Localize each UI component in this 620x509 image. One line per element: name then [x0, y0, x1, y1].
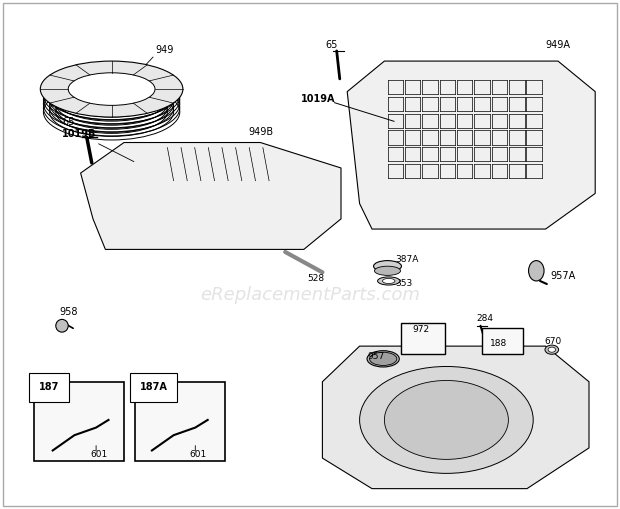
Ellipse shape — [68, 73, 155, 105]
Ellipse shape — [384, 381, 508, 460]
FancyBboxPatch shape — [135, 382, 225, 461]
Text: 65: 65 — [62, 117, 74, 127]
Text: 949B: 949B — [248, 127, 273, 137]
Text: 601: 601 — [90, 449, 107, 459]
Ellipse shape — [56, 320, 68, 332]
Ellipse shape — [40, 61, 183, 117]
Text: 528: 528 — [307, 274, 324, 283]
Text: 188: 188 — [490, 339, 507, 348]
Ellipse shape — [383, 278, 395, 284]
Text: 958: 958 — [59, 306, 78, 317]
Ellipse shape — [528, 261, 544, 281]
Polygon shape — [81, 143, 341, 249]
Ellipse shape — [373, 261, 402, 272]
Ellipse shape — [360, 366, 533, 473]
FancyBboxPatch shape — [482, 328, 523, 354]
Text: 187: 187 — [38, 382, 59, 392]
Text: eReplacementParts.com: eReplacementParts.com — [200, 286, 420, 304]
Ellipse shape — [378, 277, 400, 285]
Text: 957A: 957A — [551, 271, 576, 281]
Text: 65: 65 — [326, 40, 338, 50]
Ellipse shape — [548, 347, 556, 352]
Polygon shape — [322, 346, 589, 489]
Ellipse shape — [374, 266, 401, 275]
Text: 284: 284 — [476, 314, 493, 323]
Text: 949A: 949A — [546, 40, 570, 50]
Text: 1019A: 1019A — [301, 94, 335, 104]
Text: 353: 353 — [396, 279, 413, 288]
Ellipse shape — [545, 345, 559, 354]
Text: 957: 957 — [367, 352, 384, 361]
Text: 1019: 1019 — [108, 79, 131, 89]
FancyBboxPatch shape — [401, 323, 445, 354]
Text: 949: 949 — [155, 45, 174, 55]
Ellipse shape — [367, 351, 399, 367]
Ellipse shape — [370, 352, 397, 365]
Text: 972: 972 — [412, 325, 430, 334]
Text: 387A: 387A — [396, 254, 419, 264]
Text: 670: 670 — [544, 336, 562, 346]
FancyBboxPatch shape — [34, 382, 124, 461]
Text: 601: 601 — [189, 449, 206, 459]
Polygon shape — [347, 61, 595, 229]
Text: 187A: 187A — [140, 382, 167, 392]
Text: 1019B: 1019B — [62, 129, 96, 139]
